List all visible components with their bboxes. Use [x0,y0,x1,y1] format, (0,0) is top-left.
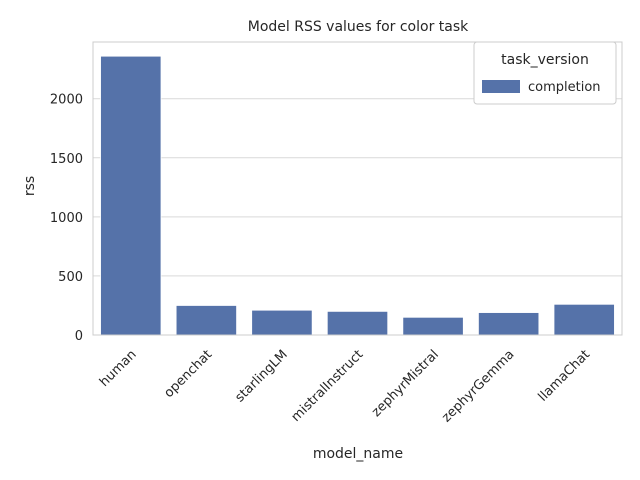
bar-openchat [175,305,237,336]
x-tick-label: mistralInstruct [289,347,367,425]
y-tick-label: 500 [58,270,83,285]
bar-starlingLM [251,309,313,336]
legend-swatch [482,80,520,93]
y-tick-label: 2000 [50,93,83,108]
bar-mistralInstruct [326,310,389,336]
bars [100,55,615,336]
y-tick-label: 0 [75,329,83,344]
x-tick-label: starlingLM [233,347,291,405]
plot-frame [92,41,623,336]
y-axis-label: rss [22,176,38,196]
bar-human [100,55,162,336]
x-axis-label: model_name [313,446,403,462]
x-tick-label: human [97,347,140,390]
bar-zephyrMistral [402,316,464,336]
y-tick-labels: 0 500 1000 1500 2000 [50,93,83,344]
chart-title: Model RSS values for color task [248,19,469,35]
x-tick-label: openchat [162,347,216,401]
x-tick-label: zephyrMistral [369,347,442,420]
y-tick-label: 1500 [50,152,83,167]
bar-llamaChat [553,303,615,336]
x-tick-label: zephyrGemma [439,347,517,425]
bar-zephyrGemma [478,312,540,336]
y-gridlines [93,98,622,336]
legend-series-label: completion [528,80,601,95]
y-tick-label: 1000 [50,211,83,226]
legend-title: task_version [501,52,589,68]
x-tick-label: llamaChat [536,347,593,404]
legend: task_version completion [473,41,617,105]
